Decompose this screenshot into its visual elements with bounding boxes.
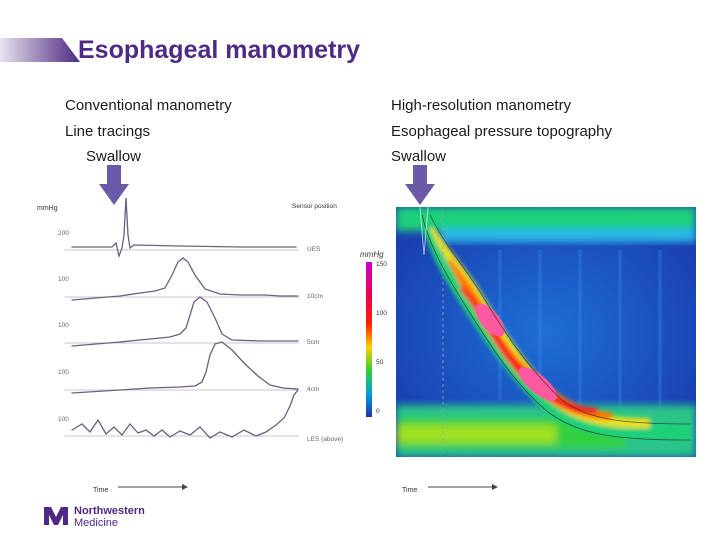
sensor-label-4cm: 4cm	[307, 386, 319, 393]
pressure-topography-plot	[396, 207, 696, 457]
scale-label-2: 100	[58, 276, 69, 283]
colorbar-tick-150: 150	[376, 261, 387, 268]
colorbar-tick-0: 0	[376, 408, 380, 415]
right-swallow-arrow	[405, 165, 435, 205]
sensor-label-10cm: 10cm	[307, 293, 323, 300]
northwestern-medicine-logo: Northwestern Medicine	[42, 503, 162, 534]
right-subheading: Esophageal pressure topography	[391, 123, 612, 140]
sensor-label-5cm: 5cm	[307, 339, 319, 346]
slide-title: Esophageal manometry	[78, 36, 361, 64]
left-time-arrow	[118, 484, 188, 490]
trace-10cm	[71, 257, 299, 301]
sensor-header: Sensor position	[292, 203, 337, 210]
right-swallow-label: Swallow	[391, 148, 447, 165]
colorbar-tick-100: 100	[376, 310, 387, 317]
trace-ues	[71, 197, 297, 259]
trace-les	[71, 389, 299, 439]
left-swallow-arrow	[99, 165, 129, 205]
left-swallow-label: Swallow	[86, 148, 142, 165]
right-time-arrow	[428, 484, 498, 490]
trace-4cm	[71, 341, 299, 394]
sensor-label-les: LES (above)	[307, 436, 343, 443]
scale-label-3: 100	[58, 322, 69, 329]
sensor-label-ues: UES	[307, 246, 321, 253]
logo-text-northwestern: Northwestern	[74, 505, 145, 517]
left-heading: Conventional manometry	[65, 97, 232, 114]
line-tracings-chart	[64, 197, 299, 439]
colorbar-tick-50: 50	[376, 359, 384, 366]
scale-label-4: 100	[58, 369, 69, 376]
logo-text-medicine: Medicine	[74, 517, 118, 529]
right-time-label: Time	[402, 487, 417, 494]
left-time-label: Time	[93, 487, 108, 494]
colorbar-unit: mmHg	[360, 250, 384, 259]
left-subheading: Line tracings	[65, 123, 151, 140]
colorbar	[366, 262, 372, 417]
scale-label-5: 100	[58, 416, 69, 423]
trace-5cm	[71, 296, 299, 347]
title-accent-bar	[0, 38, 80, 62]
right-heading: High-resolution manometry	[391, 97, 572, 114]
left-y-unit: mmHg	[37, 205, 58, 212]
scale-label-1: 200	[58, 230, 69, 237]
